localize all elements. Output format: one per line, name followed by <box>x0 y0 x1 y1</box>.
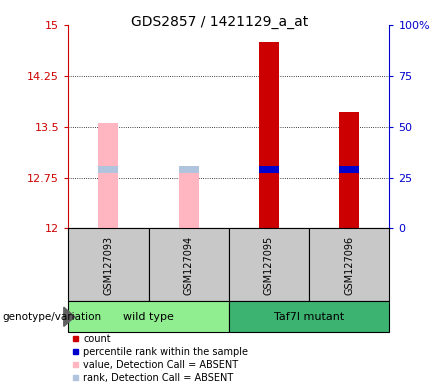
Bar <box>259 166 279 173</box>
Bar <box>339 112 359 228</box>
Bar <box>179 169 199 228</box>
Text: rank, Detection Call = ABSENT: rank, Detection Call = ABSENT <box>83 372 233 382</box>
Bar <box>179 166 199 173</box>
Text: GDS2857 / 1421129_a_at: GDS2857 / 1421129_a_at <box>132 15 308 29</box>
Text: GSM127093: GSM127093 <box>103 235 114 295</box>
Text: Taf7l mutant: Taf7l mutant <box>274 312 344 322</box>
Bar <box>98 123 118 228</box>
Text: count: count <box>83 334 111 344</box>
Text: GSM127094: GSM127094 <box>183 235 194 295</box>
Bar <box>98 166 118 173</box>
Text: genotype/variation: genotype/variation <box>2 312 101 322</box>
Bar <box>339 166 359 173</box>
Text: percentile rank within the sample: percentile rank within the sample <box>83 347 248 357</box>
Text: GSM127095: GSM127095 <box>264 235 274 295</box>
Text: GSM127096: GSM127096 <box>344 235 354 295</box>
Text: wild type: wild type <box>123 312 174 322</box>
Bar <box>259 42 279 228</box>
Text: value, Detection Call = ABSENT: value, Detection Call = ABSENT <box>83 359 238 369</box>
